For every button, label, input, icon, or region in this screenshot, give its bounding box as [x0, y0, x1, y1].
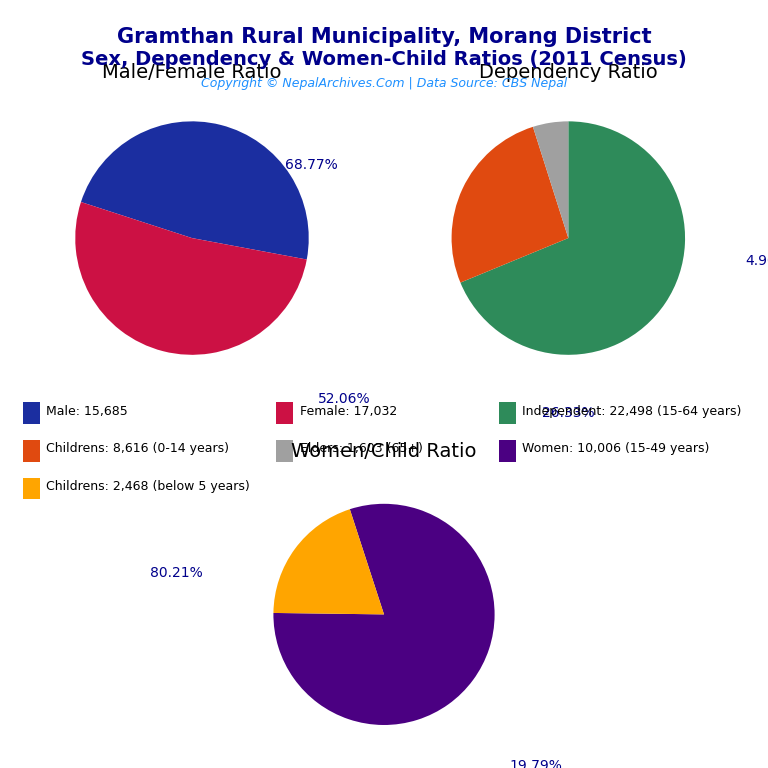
- Bar: [23, 440, 40, 462]
- Text: 68.77%: 68.77%: [285, 158, 338, 172]
- Text: Childrens: 2,468 (below 5 years): Childrens: 2,468 (below 5 years): [46, 480, 250, 493]
- Text: Childrens: 8,616 (0-14 years): Childrens: 8,616 (0-14 years): [46, 442, 229, 455]
- Text: Elders: 1,603 (65+): Elders: 1,603 (65+): [300, 442, 422, 455]
- Wedge shape: [75, 202, 306, 355]
- Wedge shape: [273, 504, 495, 725]
- Text: 19.79%: 19.79%: [510, 760, 562, 768]
- Bar: [499, 402, 516, 424]
- Text: Female: 17,032: Female: 17,032: [300, 405, 397, 418]
- Wedge shape: [273, 509, 384, 614]
- Bar: [23, 478, 40, 499]
- Bar: [499, 440, 516, 462]
- Bar: [23, 402, 40, 424]
- Bar: [276, 402, 293, 424]
- Wedge shape: [81, 121, 309, 260]
- Text: Independent: 22,498 (15-64 years): Independent: 22,498 (15-64 years): [522, 405, 742, 418]
- Bar: [276, 440, 293, 462]
- Text: 80.21%: 80.21%: [151, 566, 203, 580]
- Title: Dependency Ratio: Dependency Ratio: [479, 63, 657, 82]
- Text: 4.90%: 4.90%: [745, 254, 768, 269]
- Text: 52.06%: 52.06%: [317, 392, 370, 406]
- Text: Male: 15,685: Male: 15,685: [46, 405, 127, 418]
- Text: Women: 10,006 (15-49 years): Women: 10,006 (15-49 years): [522, 442, 710, 455]
- Title: Women/Child Ratio: Women/Child Ratio: [291, 442, 477, 461]
- Wedge shape: [533, 121, 568, 238]
- Text: Copyright © NepalArchives.Com | Data Source: CBS Nepal: Copyright © NepalArchives.Com | Data Sou…: [201, 77, 567, 90]
- Wedge shape: [452, 127, 568, 283]
- Text: 26.33%: 26.33%: [542, 406, 594, 420]
- Wedge shape: [460, 121, 685, 355]
- Title: Male/Female Ratio: Male/Female Ratio: [102, 63, 282, 82]
- Text: Gramthan Rural Municipality, Morang District: Gramthan Rural Municipality, Morang Dist…: [117, 27, 651, 47]
- Text: Sex, Dependency & Women-Child Ratios (2011 Census): Sex, Dependency & Women-Child Ratios (20…: [81, 50, 687, 69]
